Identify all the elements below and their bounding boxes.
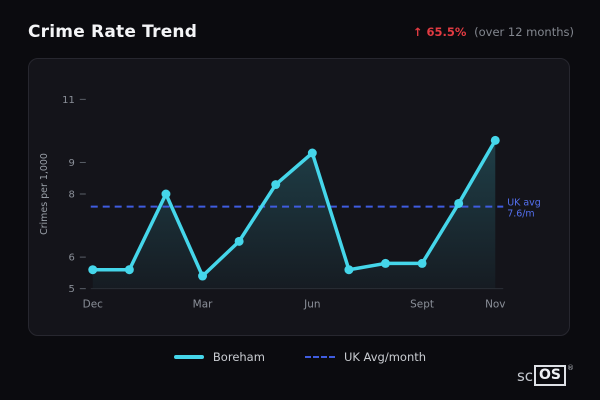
data-point-marker xyxy=(124,265,134,275)
scos-logo: sc OS ® xyxy=(516,363,574,386)
chart-legend: Boreham UK Avg/month xyxy=(0,350,600,364)
data-point-marker xyxy=(198,271,208,281)
area-fill xyxy=(92,140,496,289)
page-header: Crime Rate Trend ↑ 65.5% (over 12 months… xyxy=(28,22,574,42)
registered-mark-icon: ® xyxy=(567,363,574,372)
data-point-marker xyxy=(490,135,500,145)
y-tick-label: 9 xyxy=(68,158,74,169)
uk-avg-annotation-line2: 7.6/m xyxy=(507,209,534,220)
y-tick-label: 8 xyxy=(68,189,74,200)
x-tick-label: Sept xyxy=(410,299,434,311)
chart-card: 5 6 8 9 11 Dec Mar Jun Sept Nov Crimes per 1,000 UK… xyxy=(28,58,570,336)
y-tick-label: 11 xyxy=(62,95,75,106)
data-point-marker xyxy=(307,148,317,158)
x-tick-label: Nov xyxy=(485,299,505,311)
legend-label-uk-avg: UK Avg/month xyxy=(343,350,427,364)
legend-item-uk-avg[interactable]: UK Avg/month xyxy=(304,350,427,364)
x-tick-label: Jun xyxy=(303,299,320,311)
x-tick-label: Dec xyxy=(83,299,103,311)
data-point-marker xyxy=(454,198,464,208)
data-point-marker xyxy=(381,258,390,268)
logo-prefix: sc xyxy=(516,366,534,385)
data-point-marker xyxy=(161,189,171,199)
trend-period-note: (over 12 months) xyxy=(474,25,574,39)
y-tick-label: 6 xyxy=(68,253,74,264)
uk-avg-dash-swatch xyxy=(304,356,335,358)
data-point-marker xyxy=(344,265,354,275)
boreham-series-line xyxy=(91,138,498,278)
y-tick-label: 5 xyxy=(68,284,74,295)
logo-box: OS xyxy=(534,365,566,386)
data-point-marker xyxy=(88,265,98,275)
data-point-marker xyxy=(234,236,244,246)
page-title: Crime Rate Trend xyxy=(28,22,198,42)
data-point-marker xyxy=(417,258,427,268)
uk-avg-annotation-line1: UK avg xyxy=(507,198,541,209)
trend-stat: ↑ 65.5% (over 12 months) xyxy=(413,25,574,39)
legend-item-boreham[interactable]: Boreham xyxy=(173,350,265,364)
x-tick-label: Mar xyxy=(193,299,213,311)
trend-up-value: ↑ 65.5% xyxy=(412,25,467,39)
crime-trend-chart: 5 6 8 9 11 Dec Mar Jun Sept Nov Crimes per 1,000 UK… xyxy=(39,95,541,311)
legend-label-boreham: Boreham xyxy=(212,350,265,364)
boreham-line-swatch xyxy=(173,355,204,359)
y-axis-title: Crimes per 1,000 xyxy=(39,153,50,235)
data-point-marker xyxy=(271,180,281,190)
